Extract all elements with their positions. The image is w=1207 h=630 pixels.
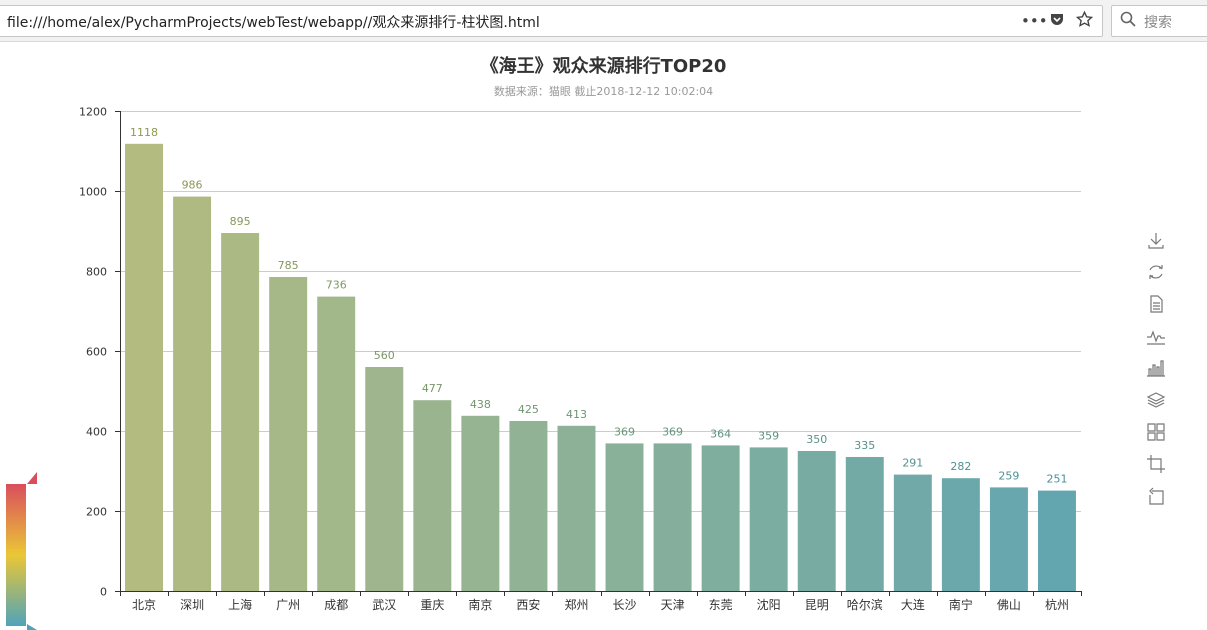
bar[interactable] — [605, 443, 644, 591]
data-label: 1118 — [130, 126, 158, 139]
x-tick-label: 沈阳 — [757, 597, 781, 612]
search-box[interactable]: 搜索 — [1111, 5, 1207, 37]
x-tick-label: 北京 — [132, 598, 156, 612]
bar[interactable] — [269, 277, 308, 591]
bar[interactable] — [557, 425, 596, 591]
y-tick-label: 1000 — [79, 186, 107, 199]
data-label: 560 — [374, 349, 395, 362]
bar[interactable] — [941, 478, 980, 591]
bar-chart-icon[interactable] — [1146, 358, 1166, 378]
bar[interactable] — [365, 367, 404, 591]
star-icon[interactable] — [1075, 10, 1094, 33]
x-tick-label: 昆明 — [805, 598, 829, 612]
x-tick-label: 南京 — [468, 597, 492, 612]
y-tick-label: 0 — [100, 586, 107, 599]
y-tick-label: 200 — [86, 506, 107, 519]
x-tick-label: 成都 — [324, 598, 348, 612]
data-label: 282 — [950, 460, 971, 473]
bar[interactable] — [461, 415, 500, 591]
data-label: 986 — [182, 179, 203, 192]
chart-subtitle: 数据来源：猫眼 截止2018-12-12 10:02:04 — [493, 85, 714, 98]
data-label: 438 — [470, 398, 491, 411]
visual-map-top-handle[interactable] — [27, 472, 37, 484]
data-label: 425 — [518, 403, 539, 416]
pocket-icon[interactable] — [1049, 11, 1065, 32]
data-label: 291 — [902, 457, 923, 470]
y-tick-label: 1200 — [79, 106, 107, 119]
x-tick-label: 上海 — [228, 597, 252, 612]
data-label: 350 — [806, 433, 827, 446]
y-tick-label: 600 — [86, 346, 107, 359]
bar[interactable] — [125, 143, 164, 592]
data-label: 359 — [758, 429, 779, 442]
stack-icon[interactable] — [1146, 390, 1166, 410]
x-tick-label: 南宁 — [949, 597, 973, 612]
tiled-icon[interactable] — [1146, 422, 1166, 442]
data-label: 369 — [614, 425, 635, 438]
zoom-icon[interactable] — [1146, 454, 1166, 474]
x-tick-label: 哈尔滨 — [847, 597, 883, 612]
url-text[interactable]: file:///home/alex/PycharmProjects/webTes… — [7, 15, 540, 31]
browser-toolbar: file:///home/alex/PycharmProjects/webTes… — [0, 0, 1207, 42]
data-label: 413 — [566, 408, 587, 421]
bar[interactable] — [893, 474, 932, 591]
x-tick-label: 深圳 — [180, 598, 204, 612]
bar[interactable] — [173, 196, 212, 591]
x-tick-label: 武汉 — [372, 598, 396, 612]
bar[interactable] — [749, 447, 788, 591]
x-tick-label: 长沙 — [613, 598, 637, 612]
data-label: 259 — [998, 469, 1019, 482]
chart-title: 《海王》观众来源排行TOP20 — [480, 56, 727, 77]
x-tick-label: 天津 — [661, 598, 685, 612]
chart-toolbox — [1146, 230, 1166, 518]
data-label: 477 — [422, 382, 443, 395]
data-label: 895 — [230, 215, 251, 228]
download-icon[interactable] — [1146, 230, 1166, 250]
data-label: 785 — [278, 259, 299, 272]
y-tick-label: 800 — [86, 266, 107, 279]
data-view-icon[interactable] — [1146, 294, 1166, 314]
data-label: 369 — [662, 425, 683, 438]
x-tick-label: 重庆 — [420, 598, 444, 612]
bar[interactable] — [797, 451, 836, 591]
bar[interactable] — [1037, 490, 1076, 591]
visual-map-bottom-handle[interactable] — [27, 624, 37, 630]
bar[interactable] — [989, 487, 1028, 591]
x-tick-label: 广州 — [276, 598, 300, 612]
bar[interactable] — [701, 445, 740, 591]
data-label: 364 — [710, 427, 731, 440]
line-chart-icon[interactable] — [1146, 326, 1166, 346]
bar[interactable] — [509, 421, 548, 591]
x-tick-label: 大连 — [901, 597, 925, 612]
x-tick-label: 杭州 — [1045, 597, 1069, 612]
refresh-icon[interactable] — [1146, 262, 1166, 282]
bar[interactable] — [413, 400, 452, 591]
bar[interactable] — [845, 457, 884, 591]
search-icon — [1120, 11, 1136, 31]
x-tick-label: 佛山 — [997, 598, 1021, 612]
data-label: 335 — [854, 439, 875, 452]
ellipsis-icon[interactable]: ••• — [1021, 12, 1048, 30]
bar[interactable] — [653, 443, 692, 591]
x-tick-label: 东莞 — [709, 598, 733, 612]
x-tick-label: 西安 — [516, 597, 540, 612]
y-tick-label: 400 — [86, 426, 107, 439]
data-label: 736 — [326, 279, 347, 292]
visual-map-bar[interactable] — [6, 484, 26, 626]
bar[interactable] — [221, 233, 260, 591]
visual-map[interactable] — [5, 470, 39, 630]
bar[interactable] — [317, 296, 356, 591]
url-bar[interactable]: file:///home/alex/PycharmProjects/webTes… — [0, 5, 1103, 37]
x-tick-label: 郑州 — [564, 597, 588, 612]
data-label: 251 — [1046, 473, 1067, 486]
zoom-reset-icon[interactable] — [1146, 486, 1166, 506]
search-placeholder[interactable]: 搜索 — [1144, 15, 1172, 31]
